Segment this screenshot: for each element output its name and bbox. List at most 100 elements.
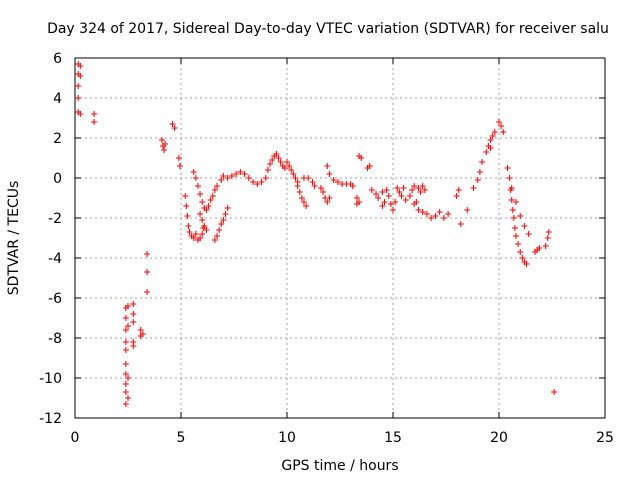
data-point: [385, 193, 392, 199]
data-point: [509, 207, 516, 213]
data-point: [470, 185, 477, 191]
data-point: [483, 149, 490, 155]
data-point: [334, 179, 341, 185]
data-point: [417, 189, 424, 195]
data-point: [512, 199, 519, 205]
data-point: [320, 189, 327, 195]
data-point: [284, 159, 290, 165]
data-point: [544, 235, 551, 241]
data-point: [515, 241, 522, 247]
data-point: [277, 159, 284, 165]
data-point: [379, 189, 386, 195]
data-point: [387, 201, 394, 207]
y-tick-label: 2: [53, 131, 62, 147]
y-tick-label: 4: [53, 91, 62, 107]
data-point: [175, 155, 182, 161]
data-point: [233, 171, 240, 177]
data-point: [392, 199, 399, 205]
data-point: [300, 199, 307, 205]
data-point: [220, 173, 227, 179]
data-point: [144, 251, 151, 257]
data-point: [161, 147, 168, 153]
data-point: [130, 319, 137, 325]
x-tick-label: 10: [278, 430, 296, 446]
data-point: [303, 203, 310, 209]
data-point: [411, 183, 418, 189]
data-point: [358, 155, 365, 161]
data-point: [77, 73, 84, 79]
data-point: [125, 323, 131, 329]
data-point: [218, 221, 225, 227]
data-point: [267, 161, 274, 167]
data-point: [77, 111, 84, 117]
data-point: [192, 175, 199, 181]
data-point: [326, 171, 333, 177]
data-point: [214, 233, 221, 239]
y-tick-label: 0: [53, 171, 62, 187]
data-point: [512, 233, 519, 239]
data-point: [305, 175, 312, 181]
data-point: [281, 165, 288, 171]
data-point: [476, 169, 483, 175]
data-point: [275, 155, 282, 161]
data-point: [222, 211, 229, 217]
data-point: [171, 125, 178, 131]
data-point: [207, 197, 214, 203]
data-point: [445, 211, 452, 217]
data-point: [273, 151, 280, 157]
data-points: [75, 61, 558, 407]
data-point: [122, 401, 129, 407]
y-tick-label: -4: [48, 251, 62, 267]
data-point: [169, 121, 176, 127]
data-point: [122, 361, 129, 367]
data-point: [298, 195, 305, 201]
data-point: [122, 389, 129, 395]
data-point: [290, 171, 297, 177]
data-point: [211, 187, 218, 193]
data-point: [190, 169, 197, 175]
data-point: [197, 235, 204, 241]
data-point: [197, 211, 204, 217]
data-point: [286, 163, 293, 169]
x-tick-label: 15: [384, 430, 402, 446]
data-point: [464, 207, 471, 213]
data-point: [406, 193, 413, 199]
data-point: [224, 175, 231, 181]
data-point: [237, 169, 244, 175]
data-point: [519, 255, 526, 261]
data-point: [510, 215, 517, 221]
x-tick-label: 0: [71, 430, 80, 446]
data-point: [409, 187, 416, 193]
data-point: [326, 195, 333, 201]
data-point: [75, 83, 82, 89]
data-point: [400, 185, 407, 191]
data-point: [419, 209, 426, 215]
data-point: [203, 207, 210, 213]
data-point: [241, 171, 248, 177]
x-tick-label: 25: [596, 430, 614, 446]
data-point: [521, 223, 528, 229]
data-point: [194, 183, 201, 189]
y-tick-label: -12: [39, 411, 62, 427]
plot-frame: [74, 57, 606, 419]
data-point: [269, 157, 276, 163]
data-point: [536, 245, 543, 251]
data-point: [122, 371, 129, 377]
data-point: [428, 215, 435, 221]
data-point: [258, 179, 265, 185]
data-point: [479, 159, 486, 165]
data-point: [91, 119, 98, 125]
data-point: [264, 167, 271, 173]
chart-title: Day 324 of 2017, Sidereal Day-to-day VTE…: [47, 21, 609, 37]
data-point: [496, 119, 502, 125]
data-point: [381, 199, 388, 205]
data-point: [185, 223, 192, 229]
data-point: [130, 301, 137, 307]
data-point: [183, 203, 190, 209]
data-point: [390, 207, 396, 213]
data-point: [500, 129, 507, 135]
x-tick-label: 5: [177, 430, 186, 446]
data-point: [523, 261, 530, 267]
